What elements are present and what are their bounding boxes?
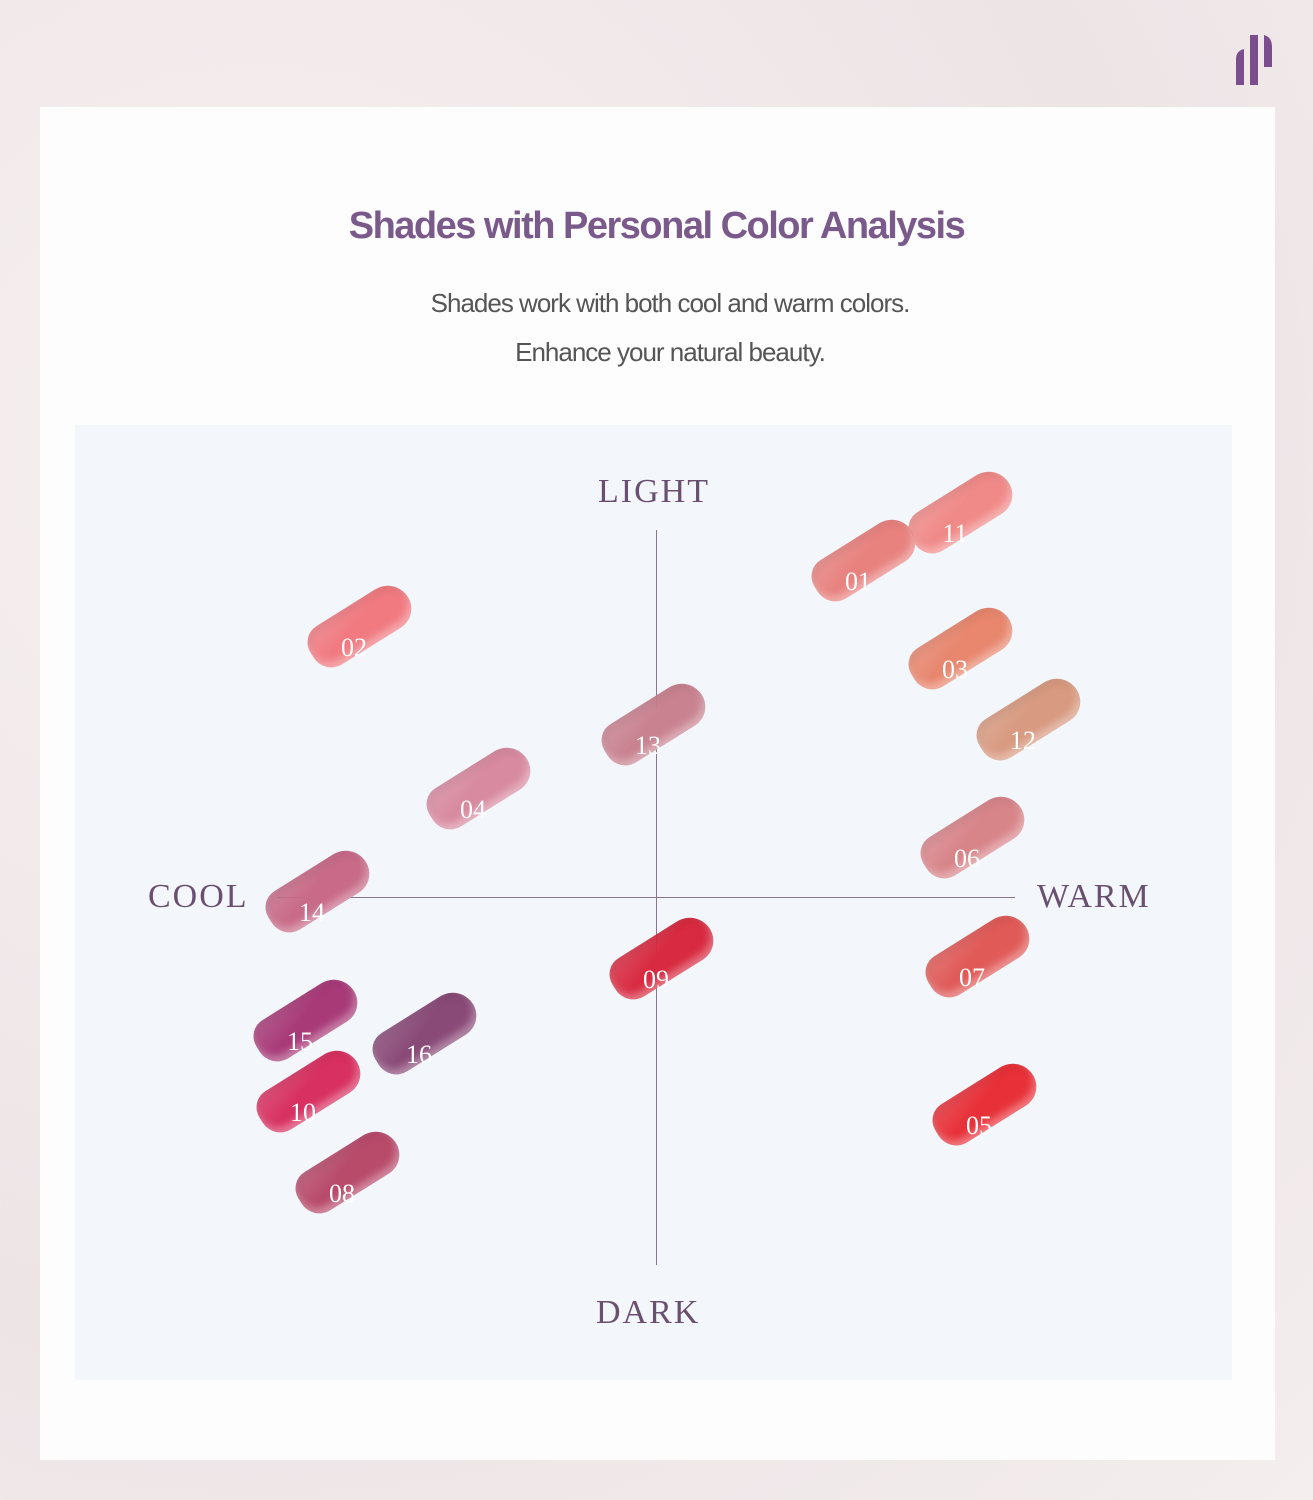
horizontal-axis xyxy=(278,897,1015,898)
shade-number: 14 xyxy=(299,898,325,927)
shade-number: 02 xyxy=(341,633,367,662)
shade-number: 03 xyxy=(942,655,968,684)
subtitle-line-2: Enhance your natural beauty. xyxy=(515,337,826,367)
page-title: Shades with Personal Color Analysis xyxy=(348,205,966,247)
shade-number: 07 xyxy=(959,963,985,992)
shade-number: 05 xyxy=(966,1111,992,1140)
shade-number: 11 xyxy=(942,519,968,548)
subtitle-line-1: Shades work with both cool and warm colo… xyxy=(430,288,911,318)
axis-label-light: LIGHT xyxy=(598,473,710,510)
axis-label-cool: COOL xyxy=(148,878,249,915)
shade-number: 10 xyxy=(290,1098,316,1127)
shade-number: 13 xyxy=(635,731,661,760)
shade-number: 09 xyxy=(643,965,669,994)
shade-number: 08 xyxy=(329,1179,355,1208)
brand-logo-icon xyxy=(1236,35,1272,85)
shade-number: 06 xyxy=(954,844,980,873)
shade-number: 15 xyxy=(287,1027,313,1056)
shade-number: 01 xyxy=(845,567,871,596)
shade-number: 12 xyxy=(1010,726,1036,755)
axis-label-warm: WARM xyxy=(1037,878,1151,915)
shade-number: 16 xyxy=(406,1040,432,1069)
shade-number: 04 xyxy=(460,795,486,824)
axis-label-dark: DARK xyxy=(596,1294,701,1331)
